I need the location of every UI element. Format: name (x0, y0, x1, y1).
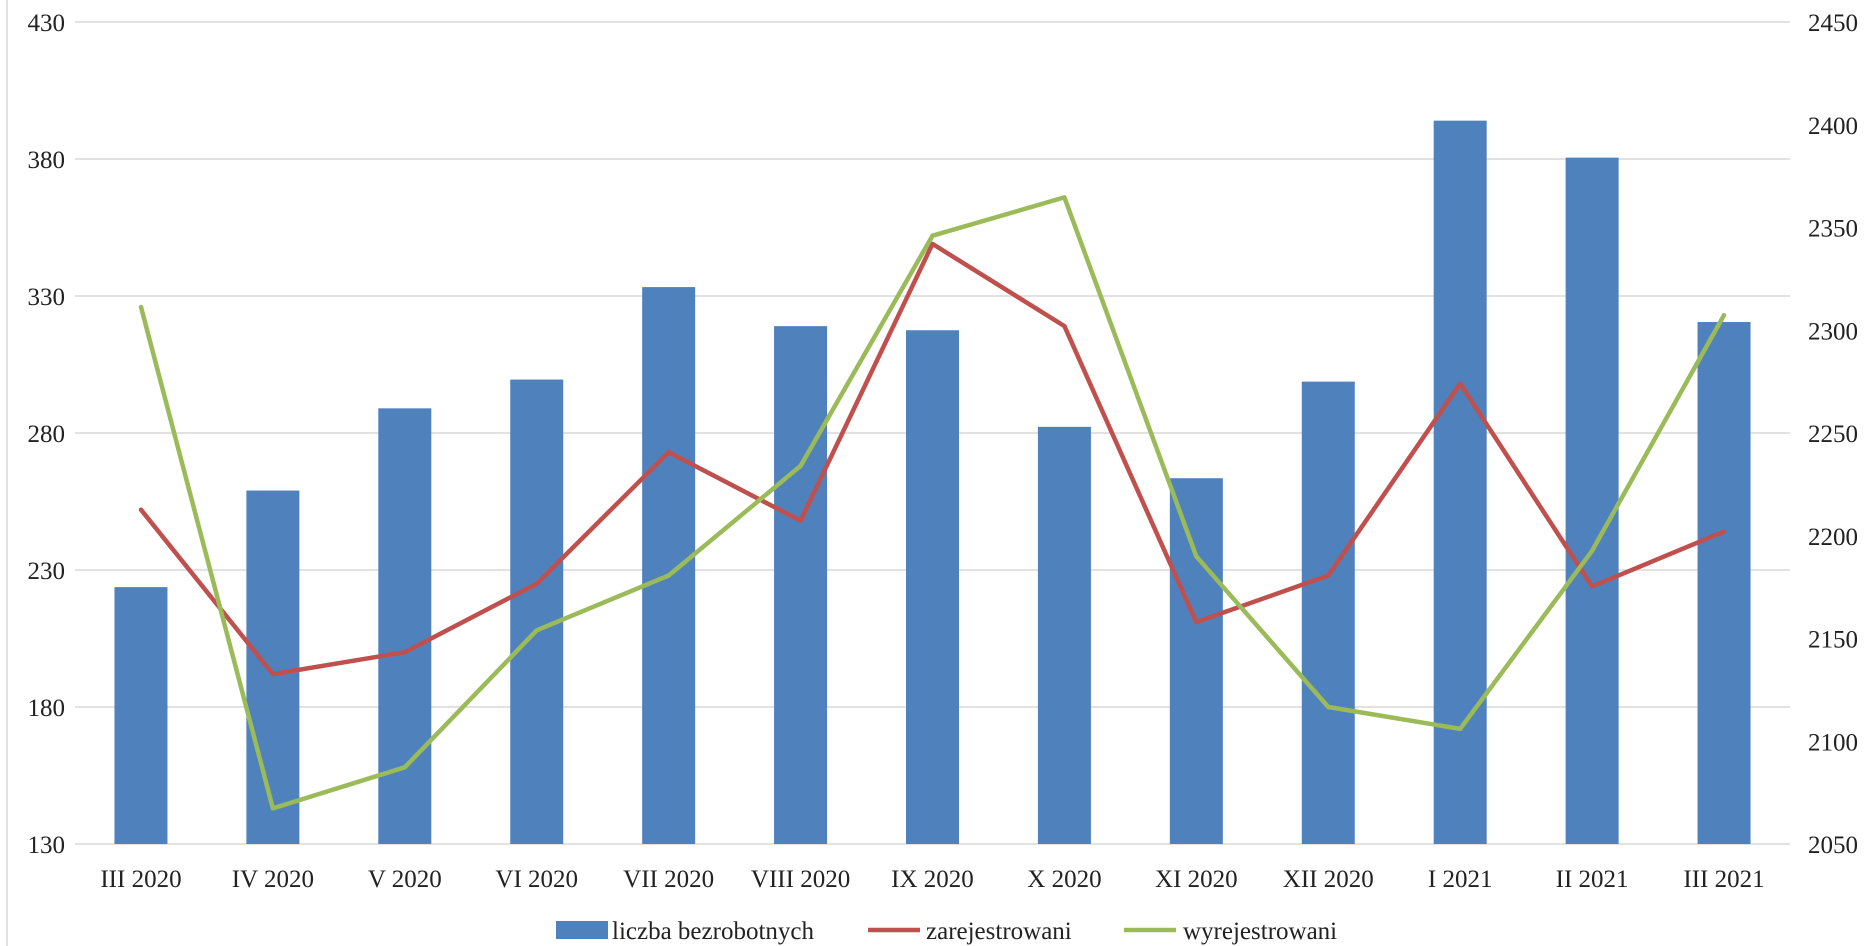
bar (642, 287, 696, 845)
right-tick-label: 2450 (1808, 10, 1858, 37)
x-tick-label: XI 2020 (1155, 866, 1238, 893)
x-tick-label: III 2021 (1683, 866, 1764, 893)
x-tick-label: IX 2020 (891, 866, 974, 893)
x-tick-label: II 2021 (1556, 866, 1629, 893)
bar (906, 330, 959, 844)
bar (1697, 322, 1751, 844)
bar (1565, 157, 1619, 844)
right-tick-label: 2050 (1808, 832, 1858, 859)
bar (1169, 478, 1223, 844)
bar (1301, 381, 1355, 844)
left-axis: 130 180 230 280 330 380 430 (28, 10, 66, 859)
bar (114, 587, 168, 844)
right-tick-label: 2400 (1808, 113, 1858, 140)
bar (246, 490, 300, 844)
x-tick-label: X 2020 (1027, 866, 1101, 893)
line-series (138, 195, 1727, 811)
x-tick-label: III 2020 (100, 866, 181, 893)
right-tick-label: 2300 (1808, 318, 1858, 345)
legend: liczba bezrobotnych zarejestrowani wyrejes… (556, 918, 1337, 945)
left-tick-label: 180 (28, 695, 66, 722)
x-axis: III 2020 IV 2020 V 2020 VI 2020 VII 2020 VIII… (100, 866, 1764, 893)
bar (378, 408, 432, 844)
x-tick-label: VIII 2020 (751, 866, 850, 893)
x-tick-label: XII 2020 (1283, 866, 1374, 893)
left-tick-label: 430 (28, 10, 66, 37)
bar (1433, 120, 1487, 844)
series-line (138, 195, 1727, 811)
bar-series (114, 120, 1751, 845)
right-tick-label: 2350 (1808, 216, 1858, 243)
right-tick-label: 2200 (1808, 524, 1858, 551)
left-tick-label: 230 (28, 558, 66, 585)
left-tick-label: 130 (28, 832, 66, 859)
right-tick-label: 2150 (1808, 627, 1858, 654)
left-tick-label: 280 (28, 421, 66, 448)
x-tick-label: IV 2020 (232, 866, 314, 893)
legend-label: zarejestrowani (926, 918, 1072, 945)
right-tick-label: 2100 (1808, 729, 1858, 756)
x-tick-label: VI 2020 (495, 866, 578, 893)
legend-label: wyrejestrowani (1183, 918, 1337, 945)
right-tick-label: 2250 (1808, 421, 1858, 448)
bar (1037, 426, 1091, 844)
bar (774, 326, 828, 844)
x-tick-label: I 2021 (1428, 866, 1493, 893)
x-tick-label: V 2020 (368, 866, 442, 893)
right-axis: 2050 2100 2150 2200 2250 2300 2350 2400 2450 (1808, 10, 1858, 859)
legend-swatch-bar (556, 921, 608, 939)
x-tick-label: VII 2020 (623, 866, 714, 893)
series-line (138, 241, 1727, 677)
legend-label: liczba bezrobotnych (612, 918, 814, 945)
left-tick-label: 330 (28, 284, 66, 311)
left-tick-label: 380 (28, 147, 66, 174)
bar (510, 379, 564, 844)
